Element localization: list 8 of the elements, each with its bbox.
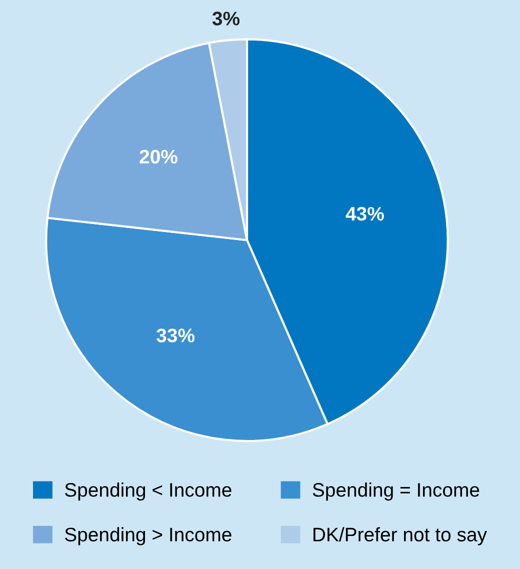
legend-label: Spending < Income [65, 482, 232, 501]
legend-label: Spending = Income [312, 482, 480, 501]
data-label: 20% [140, 150, 178, 164]
legend-label: DK/Prefer not to say [314, 527, 487, 546]
data-label: 33% [156, 328, 195, 342]
data-label: 43% [346, 206, 384, 221]
legend-label: Spending > Income [65, 527, 232, 546]
data-label: 3% [212, 12, 240, 26]
